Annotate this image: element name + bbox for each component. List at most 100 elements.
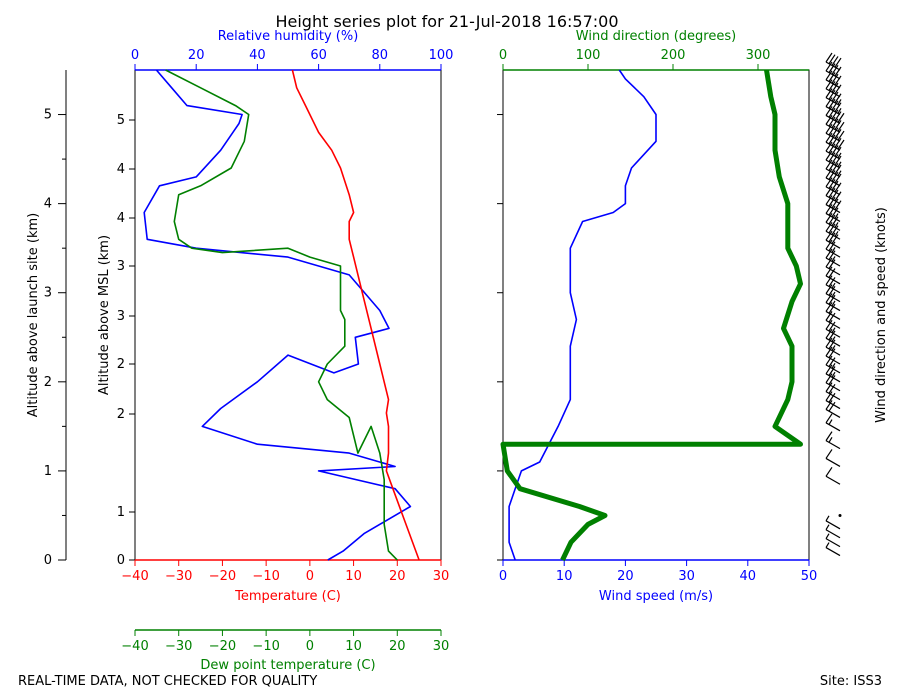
wind-barb-flag [828, 196, 836, 207]
wind-barb-flag [828, 392, 836, 403]
wind-barb-flag [828, 339, 836, 350]
wind-barb-flag [825, 346, 833, 357]
wind-barb-flag [828, 286, 836, 296]
wind-barb-flag [825, 141, 833, 152]
wind-barb [825, 275, 841, 294]
wind-barb-flag [825, 106, 833, 116]
wind-barb-flag [831, 73, 839, 84]
wind-barb [825, 466, 841, 485]
wind-barb-flag [825, 230, 833, 241]
wind-barb-flag [834, 75, 842, 86]
wind-barb-halfflag [831, 300, 836, 307]
wind-barb-staff [825, 230, 841, 240]
wind-barb [825, 97, 842, 116]
wind-barb-halfflag [831, 336, 836, 342]
wind-barb-flag [825, 204, 833, 214]
wind-barb-halfflag [834, 213, 839, 219]
wind-barb-flag [828, 152, 836, 163]
wind-barb-flag [825, 431, 833, 441]
wind-barb-flag [825, 373, 833, 384]
wind-barb [825, 115, 845, 133]
wind-barb-halfflag [831, 291, 836, 298]
wind-barb [825, 515, 841, 530]
wind-direction-line [500, 69, 803, 562]
inner-tick-label: 0 [117, 553, 125, 568]
wind-barb-flag [825, 319, 833, 330]
temp-tick-label: 0 [306, 569, 314, 584]
wind-barb-staff [825, 293, 841, 303]
wind-barb-staff [825, 328, 841, 338]
wind-barb-flag [825, 70, 833, 81]
wind-barb-flag [828, 63, 836, 73]
wind-barb-staff [825, 408, 841, 418]
wind-barb-flag [825, 132, 833, 143]
wind-barb-flag [828, 81, 836, 91]
wind-barb-flag [831, 189, 839, 200]
temp-tick-label: 20 [389, 569, 406, 584]
wind-barb-flag [825, 382, 833, 392]
wind-barb-flag [831, 82, 839, 93]
wind-barb-staff [825, 400, 841, 410]
dew-axis-label: Dew point temperature (C) [200, 658, 375, 673]
wind-barb-flag [834, 164, 842, 175]
wind-barb-flag [834, 102, 842, 112]
wind-barb [825, 168, 842, 187]
wind-barb-flag [828, 268, 836, 278]
wind-barb-flag [825, 355, 833, 366]
wind-barb-flag [825, 239, 833, 250]
wind-barb-staff [825, 547, 841, 557]
wind-barb [825, 230, 841, 249]
wind-barb-flag [831, 180, 839, 191]
wind-barb [825, 248, 841, 267]
wind-barb-halfflag [837, 170, 842, 177]
wind-barb-flag [825, 449, 833, 459]
wind-barb-flag [825, 293, 833, 303]
wind-barb-staff [825, 123, 841, 133]
wind-barb-flag [831, 225, 839, 236]
dew-tick-label: 10 [345, 639, 362, 654]
wind-barb-staff [825, 440, 841, 450]
wind-barb [825, 302, 841, 320]
wind-barb-flag [828, 357, 836, 367]
inner-altitude-label: Altitude above MSL (km) [97, 235, 112, 395]
wind-barb-staff [825, 302, 841, 312]
wind-barb-flag [825, 275, 833, 286]
wspd-tick-label: 30 [678, 569, 695, 584]
wind-barb-flag [825, 284, 833, 294]
wind-barb-staff [825, 61, 841, 71]
wind-barb-flag [831, 109, 839, 120]
wind-barb-halfflag [831, 327, 836, 333]
wind-barb-flag [828, 188, 836, 198]
rh-tick-label: 80 [372, 48, 389, 63]
wind-barb-staff [825, 284, 841, 294]
wind-barb-flag [834, 66, 842, 77]
temp-tick-label: −10 [252, 569, 279, 584]
rh-tick-label: 100 [429, 48, 454, 63]
outer-tick-label: 5 [44, 108, 52, 123]
wind-barb [825, 542, 841, 557]
left-panel-frame [134, 69, 442, 561]
wind-barb-staff [825, 97, 841, 107]
wspd-tick-label: 0 [499, 569, 507, 584]
inner-tick-label: 3 [117, 309, 125, 324]
wspd-axis-label: Wind speed (m/s) [599, 589, 713, 604]
wind-barb-flag [834, 200, 842, 210]
wind-barb-flag [825, 400, 833, 410]
wind-barb-staff [825, 355, 841, 365]
wind-barb [825, 319, 841, 338]
dewpoint-line [165, 69, 398, 561]
wind-barb [825, 533, 841, 548]
wind-barb-flag [825, 221, 833, 232]
wind-barb-flag [831, 100, 839, 111]
wind-barb-flag [828, 384, 836, 394]
wind-barb [825, 186, 842, 205]
wind-barb-staff [825, 373, 841, 383]
rh-tick-label: 40 [249, 48, 266, 63]
wind-barb-flag [828, 205, 836, 216]
wind-barb-flag [828, 401, 836, 412]
wind-barb-flag [828, 259, 836, 269]
wind-barb-flag [825, 123, 833, 134]
temp-tick-label: 30 [433, 569, 450, 584]
wind-barb-flag [825, 97, 833, 107]
